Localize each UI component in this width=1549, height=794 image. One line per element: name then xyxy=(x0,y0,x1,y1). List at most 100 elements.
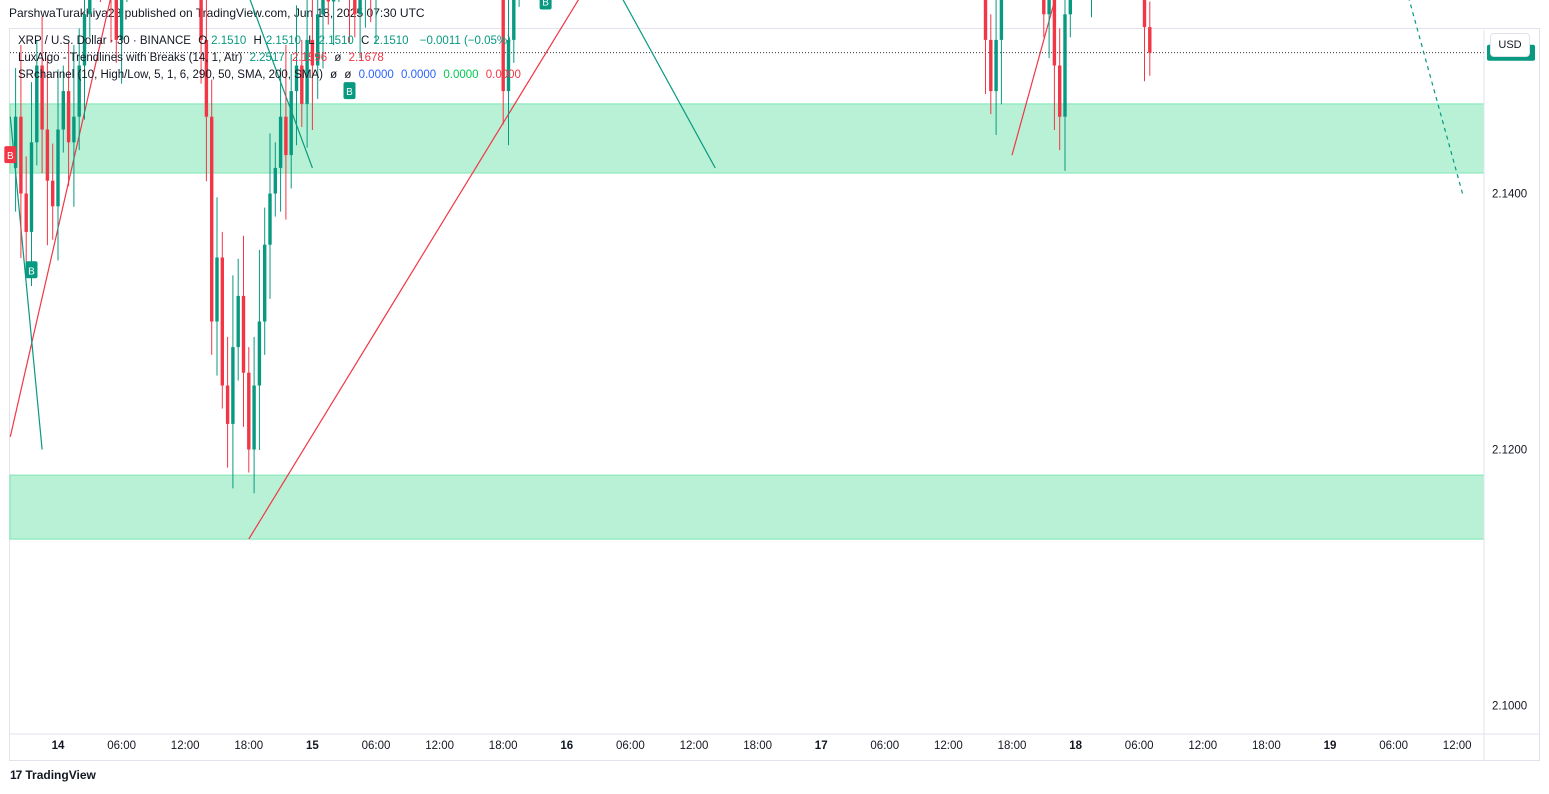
candle xyxy=(294,5,299,146)
time-tick-label: 06:00 xyxy=(1125,740,1154,752)
time-tick-label: 06:00 xyxy=(362,740,391,752)
time-tick-label: 17 xyxy=(815,740,828,752)
price-axis: 2.10002.12002.14002.16002.18002.20002.22… xyxy=(1483,30,1527,760)
candle xyxy=(983,0,988,95)
indicator-1-value-4: 2.1678 xyxy=(348,52,384,64)
candle xyxy=(126,0,128,3)
signal-buy-4: B xyxy=(539,0,552,10)
candle-body xyxy=(506,39,511,92)
candle-body xyxy=(119,0,124,40)
candle-body xyxy=(1047,0,1051,15)
indicator-2-value-2: ø xyxy=(344,69,352,81)
candle xyxy=(310,0,315,131)
candle-body xyxy=(1068,0,1072,15)
candle xyxy=(273,142,277,217)
time-tick-label: 15 xyxy=(306,740,319,752)
candle xyxy=(225,336,230,468)
candle-body xyxy=(994,39,998,92)
candle-body xyxy=(1142,0,1147,28)
candle xyxy=(1063,0,1067,171)
high-value: 2.1510 xyxy=(265,35,302,47)
candle xyxy=(45,57,50,246)
candle xyxy=(1068,0,1072,38)
candle xyxy=(35,39,39,166)
candle xyxy=(114,0,118,63)
candle xyxy=(1042,0,1046,38)
candle-body xyxy=(331,0,336,2)
candle-body xyxy=(204,39,209,117)
candle xyxy=(13,68,18,212)
indicator-2-value-4: 0.0000 xyxy=(400,69,437,81)
candle-body xyxy=(1148,27,1152,53)
candle-body xyxy=(19,116,23,194)
time-tick-label: 12:00 xyxy=(1443,740,1472,752)
candle xyxy=(358,0,362,59)
candle xyxy=(199,0,203,84)
candle-body xyxy=(88,0,92,15)
candle-body xyxy=(215,257,219,322)
time-tick-label: 06:00 xyxy=(616,740,645,752)
candle xyxy=(353,0,357,38)
legend-indicator-1[interactable]: LuxAlgo - Trendlines with Breaks (14, 1,… xyxy=(18,52,388,64)
price-tick-label: 2.1200 xyxy=(1492,445,1527,457)
candle xyxy=(61,65,65,153)
candle-body xyxy=(66,91,71,143)
candle-body xyxy=(321,0,325,15)
candle-body xyxy=(35,65,39,143)
candle xyxy=(257,249,262,451)
candle xyxy=(236,258,240,381)
legend-symbol: XRP / U.S. Dollar · 30 · BINANCE xyxy=(18,35,191,47)
legend-indicator-2[interactable]: SRchannel (10, High/Low, 5, 1, 6, 290, 5… xyxy=(18,69,525,81)
candle-body xyxy=(358,0,362,15)
candle xyxy=(338,0,340,3)
signal-badge xyxy=(343,82,356,100)
legend-ohlc: O 2.1510 H 2.1510 L 2.1510 C 2.1510 xyxy=(198,35,412,47)
candle xyxy=(1047,0,1051,59)
legend-symbol-row[interactable]: XRP / U.S. Dollar · 30 · BINANCE O 2.1510… xyxy=(18,35,515,47)
candle-body xyxy=(24,193,28,232)
candle xyxy=(241,235,246,427)
candle-body xyxy=(1063,14,1067,117)
currency-button[interactable]: USD xyxy=(1490,33,1530,57)
price-tick-label: 2.1000 xyxy=(1492,701,1527,713)
candle xyxy=(321,0,325,69)
candle xyxy=(994,0,998,135)
time-tick-label: 06:00 xyxy=(107,740,136,752)
trendline-3 xyxy=(248,0,580,540)
signal-badge xyxy=(4,146,17,164)
signal-label: B xyxy=(542,0,549,9)
candle xyxy=(210,79,214,355)
time-tick-label: 18:00 xyxy=(489,740,518,752)
open-value: 2.1510 xyxy=(211,35,247,47)
candle-body xyxy=(289,91,293,156)
trendline-4 xyxy=(622,0,716,169)
indicator-2-name: SRchannel (10, High/Low, 5, 1, 6, 290, 5… xyxy=(18,69,323,81)
candle-body xyxy=(268,193,272,245)
support-zone-0 xyxy=(9,103,1485,174)
support-zone-1 xyxy=(9,474,1485,540)
candle-body xyxy=(56,129,60,207)
candle xyxy=(77,28,81,151)
candle-body xyxy=(1052,0,1057,66)
candles xyxy=(13,0,1152,494)
candle xyxy=(999,0,1004,105)
candle xyxy=(331,0,336,46)
indicator-1-value-2: 2.1596 xyxy=(291,52,328,64)
candle xyxy=(19,45,23,259)
candle xyxy=(518,0,520,7)
candle-body xyxy=(257,321,262,386)
indicator-1-value-1: 2.2517 xyxy=(249,52,285,64)
high-label: H xyxy=(253,35,262,47)
candle-body xyxy=(284,116,288,156)
candle xyxy=(284,45,288,220)
signals: BBBBBBB xyxy=(4,0,552,279)
open-label: O xyxy=(198,35,208,47)
candle xyxy=(119,0,124,84)
tradingview-brand[interactable]: 17 TradingView xyxy=(10,768,96,782)
candle xyxy=(220,231,224,409)
candle-body xyxy=(252,385,256,450)
candle-body xyxy=(316,14,320,66)
time-tick-label: 14 xyxy=(52,740,65,752)
signal-sell-0: B xyxy=(4,146,17,164)
